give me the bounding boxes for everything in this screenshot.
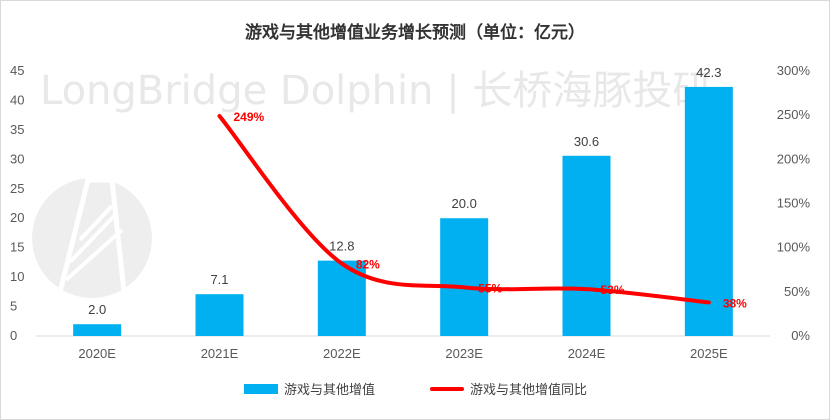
chart-title: 游戏与其他增值业务增长预测（单位：亿元） — [245, 23, 585, 43]
bar-value-label: 20.0 — [452, 196, 477, 211]
yoy-line — [217, 114, 711, 305]
watermark-text: LongBridge Dolphin | 长桥海豚投研 — [40, 68, 712, 114]
y-left-tick-label: 30 — [10, 151, 24, 166]
y-right-tick-label: 100% — [777, 240, 811, 255]
y-left-tick-label: 25 — [10, 181, 24, 196]
bar — [195, 294, 244, 336]
x-tick-label: 2025E — [690, 346, 728, 361]
bar-value-label: 12.8 — [329, 239, 354, 254]
line-value-label: 249% — [234, 110, 265, 124]
y-right-tick-label: 200% — [777, 151, 811, 166]
line-value-label: 55% — [478, 281, 502, 295]
legend-swatch-bar — [244, 383, 278, 394]
y-left-tick-label: 35 — [10, 122, 24, 137]
x-tick-label: 2022E — [323, 346, 361, 361]
line-value-label: 53% — [601, 283, 625, 297]
line-value-label: 82% — [356, 258, 380, 272]
y-right-tick-label: 50% — [784, 284, 810, 299]
legend-item-bar: 游戏与其他增值 — [244, 379, 375, 398]
y-right-tick-label: 150% — [777, 196, 811, 211]
x-tick-label: 2023E — [445, 346, 483, 361]
bar — [562, 155, 611, 336]
y-left-tick-label: 40 — [10, 92, 24, 107]
y-right-tick-label: 250% — [777, 107, 811, 122]
line-series: 249% 82% 55% 53% 38% — [217, 110, 747, 310]
bar — [684, 86, 733, 337]
legend-label-bar: 游戏与其他增值 — [284, 383, 376, 398]
x-tick-label: 2024E — [568, 346, 606, 361]
y-left-tick-label: 15 — [10, 240, 24, 255]
y-left-tick-label: 20 — [10, 210, 24, 225]
bar-value-label: 30.6 — [574, 134, 599, 149]
axes: 0 5 10 15 20 25 30 35 40 45 0% 50% 100% 150% 200% 250% 3… — [10, 63, 810, 361]
legend-item-line: 游戏与其他增值同比 — [430, 379, 587, 398]
y-right-tick-label: 300% — [777, 63, 811, 78]
bar — [73, 324, 122, 336]
y-left-tick-label: 45 — [10, 63, 24, 78]
legend-swatch-line — [430, 386, 464, 391]
bar — [440, 218, 489, 336]
legend-label-line: 游戏与其他增值同比 — [470, 383, 588, 398]
bar-value-label: 7.1 — [210, 272, 228, 287]
bar-value-label: 42.3 — [696, 65, 721, 80]
line-value-label: 38% — [723, 296, 747, 310]
x-tick-label: 2021E — [201, 346, 239, 361]
x-tick-label: 2020E — [78, 346, 116, 361]
y-right-tick-label: 0% — [791, 328, 810, 343]
y-left-tick-label: 10 — [10, 269, 24, 284]
bar-value-label: 2.0 — [88, 302, 106, 317]
watermark-logo — [32, 177, 152, 298]
watermark: LongBridge Dolphin | 长桥海豚投研 — [32, 68, 712, 298]
y-left-tick-label: 5 — [10, 299, 17, 314]
y-left-tick-label: 0 — [10, 328, 17, 343]
